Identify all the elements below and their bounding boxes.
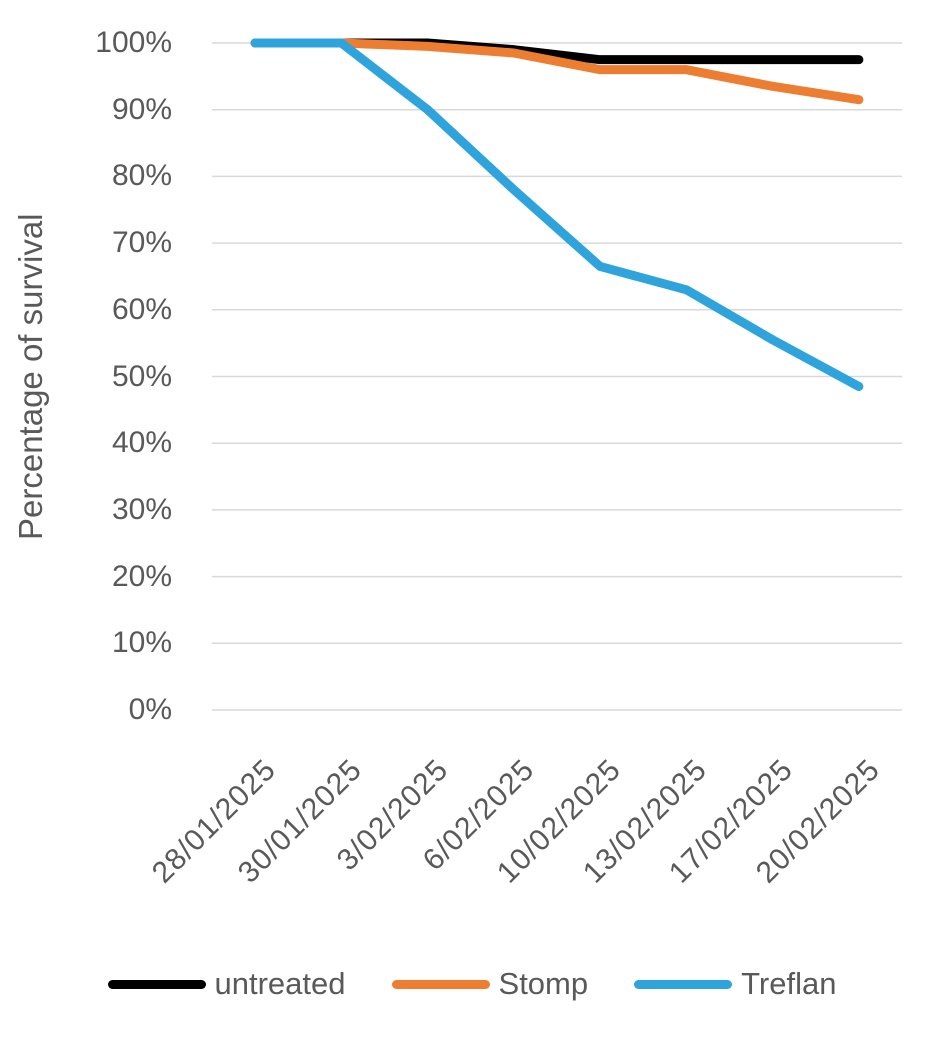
chart-legend: untreated Stomp Treflan xyxy=(0,966,944,1002)
legend-swatch xyxy=(634,979,733,989)
y-tick-label: 50% xyxy=(111,359,172,393)
y-tick-label: 80% xyxy=(111,159,172,193)
y-tick-label: 20% xyxy=(111,559,172,593)
y-tick-label: 30% xyxy=(111,492,172,526)
legend-label: untreated xyxy=(214,966,346,1001)
legend-item-treflan: Treflan xyxy=(634,966,836,1002)
y-tick-label: 0% xyxy=(128,693,172,726)
series-line-treflan xyxy=(250,38,864,392)
legend-item-stomp: Stomp xyxy=(391,966,589,1002)
series-line-stomp xyxy=(250,38,864,105)
legend-label: Stomp xyxy=(498,966,589,1001)
y-tick-label: 100% xyxy=(95,26,172,59)
y-tick-label: 90% xyxy=(111,92,172,126)
legend-swatch xyxy=(391,979,490,989)
legend-swatch xyxy=(107,979,206,989)
legend-label: Treflan xyxy=(741,966,837,1001)
y-tick-label: 70% xyxy=(111,226,172,260)
y-tick-label: 60% xyxy=(111,292,172,326)
y-tick-label: 10% xyxy=(111,626,172,660)
legend-item-untreated: untreated xyxy=(107,966,346,1002)
y-tick-label: 40% xyxy=(111,426,172,460)
